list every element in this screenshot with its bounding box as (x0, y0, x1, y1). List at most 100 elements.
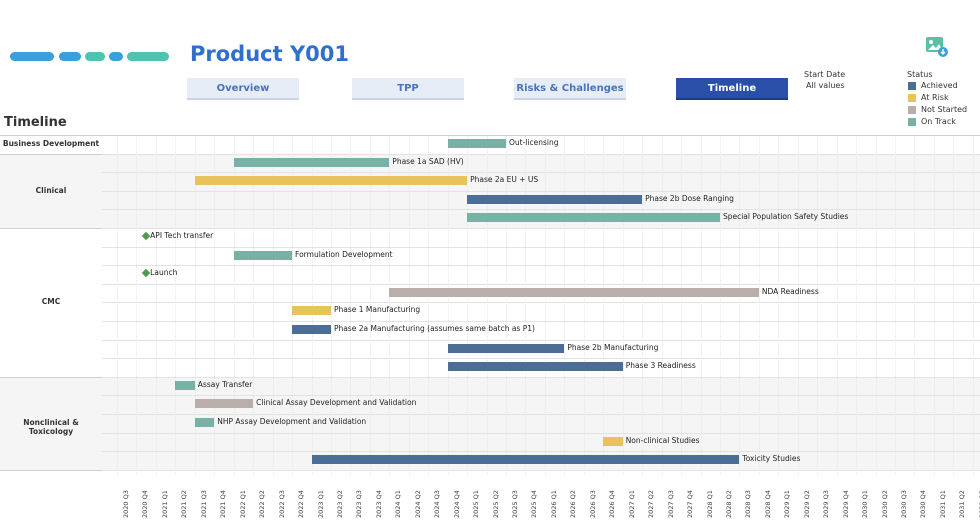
task-bar-toxicity-studies[interactable] (311, 455, 740, 465)
row-divider (102, 265, 980, 267)
x-tick-label: 2026 Q2 (569, 490, 578, 518)
task-label: Toxicity Studies (742, 454, 801, 464)
quarter-gridline (311, 135, 313, 475)
task-bar-formulation-development[interactable] (233, 250, 293, 260)
task-bar-assay-transfer[interactable] (175, 380, 195, 390)
quarter-gridline (544, 135, 546, 475)
quarter-gridline (233, 135, 235, 475)
task-bar-phase-2b-manufacturing[interactable] (447, 343, 565, 353)
start-date-label: Start Date (804, 70, 846, 79)
task-bar-phase-2b-dose-ranging[interactable] (467, 194, 643, 204)
row-divider (102, 321, 980, 322)
tab-risks-challenges[interactable]: Risks & Challenges (514, 78, 626, 100)
x-tick-label: 2022 Q1 (238, 490, 247, 518)
x-tick-label: 2026 Q3 (588, 490, 597, 518)
task-label: Phase 2a EU + US (470, 175, 539, 185)
quarter-gridline (155, 135, 157, 475)
row-divider (102, 228, 980, 229)
quarter-gridline (253, 135, 255, 475)
page-title: Product Y001 (190, 42, 349, 66)
task-label: NHP Assay Development and Validation (217, 417, 367, 426)
task-bar-nhp-assay-development-and-validation[interactable] (194, 418, 215, 427)
task-label: Out-licensing (509, 138, 559, 147)
task-bar-phase-3-readiness[interactable] (447, 362, 623, 372)
task-label: Special Population Safety Studies (722, 212, 849, 222)
row-divider (102, 153, 980, 155)
logo-segment (10, 52, 54, 61)
x-tick-label: 2027 Q2 (647, 490, 656, 518)
legend-item-achieved: Achieved (908, 81, 958, 90)
start-date-value[interactable]: All values (806, 81, 845, 90)
quarter-gridline (564, 135, 566, 475)
category-band (0, 376, 980, 470)
legend-title: Status (907, 70, 933, 79)
task-label: Phase 2a Manufacturing (assumes same bat… (333, 324, 535, 333)
quarter-gridline (953, 135, 955, 475)
quarter-gridline (214, 135, 216, 475)
task-bar-phase-2a-manufacturing-assumes-same-batch-as-p1[interactable] (292, 325, 331, 334)
row-divider (102, 432, 980, 434)
category-label-business-development: Business Development (2, 139, 100, 149)
quarter-gridline (681, 135, 683, 475)
quarter-gridline (136, 135, 138, 475)
quarter-gridline (642, 135, 644, 475)
quarter-gridline (622, 135, 624, 475)
legend-label: Not Started (921, 105, 968, 114)
task-bar-out-licensing[interactable] (447, 139, 506, 148)
quarter-gridline (914, 135, 916, 475)
row-divider (102, 302, 980, 304)
task-label: Assay Transfer (197, 379, 253, 389)
task-bar-non-clinical-studies[interactable] (603, 436, 623, 446)
x-tick-label: 2021 Q4 (219, 490, 228, 518)
x-tick-label: 2031 Q1 (938, 490, 947, 518)
tab-overview[interactable]: Overview (187, 78, 299, 100)
task-bar-phase-2a-eu-us[interactable] (194, 176, 468, 186)
x-tick-label: 2021 Q1 (160, 490, 169, 518)
milestone-marker[interactable] (141, 231, 151, 241)
logo-segment (85, 52, 105, 61)
quarter-gridline (719, 135, 721, 475)
legend-item-at-risk: At Risk (908, 93, 949, 102)
x-tick-label: 2027 Q1 (627, 490, 636, 518)
x-tick-label: 2022 Q4 (297, 490, 306, 518)
quarter-gridline (175, 135, 177, 475)
x-tick-label: 2024 Q1 (394, 490, 403, 518)
task-bar-phase-1a-sad-hv[interactable] (233, 157, 390, 167)
legend-label: Achieved (921, 81, 958, 90)
x-tick-label: 2022 Q2 (258, 490, 267, 518)
quarter-gridline (428, 135, 430, 475)
task-label: Formulation Development (295, 249, 393, 259)
image-download-icon[interactable] (925, 36, 949, 58)
x-tick-label: 2026 Q4 (608, 490, 617, 518)
task-bar-nda-readiness[interactable] (389, 287, 759, 297)
quarter-gridline (817, 135, 819, 475)
legend-swatch (908, 105, 916, 114)
quarter-gridline (447, 135, 449, 475)
row-divider (102, 376, 980, 378)
tab-tpp[interactable]: TPP (352, 78, 464, 100)
x-tick-label: 2026 Q1 (549, 490, 558, 518)
x-tick-label: 2023 Q1 (316, 490, 325, 518)
legend-item-on-track: On Track (908, 117, 956, 126)
quarter-gridline (661, 135, 663, 475)
quarter-gridline (408, 135, 410, 475)
x-tick-label: 2025 Q3 (511, 490, 519, 518)
row-divider (102, 414, 980, 415)
task-bar-phase-1-manufacturing[interactable] (292, 306, 331, 316)
x-tick-label: 2029 Q4 (841, 490, 850, 518)
quarter-gridline (194, 135, 196, 475)
quarter-gridline (895, 135, 896, 475)
task-bar-clinical-assay-development-and-validation[interactable] (194, 399, 254, 409)
task-label: Phase 2b Dose Ranging (645, 193, 734, 203)
legend-swatch (908, 117, 916, 126)
task-bar-special-population-safety-studies[interactable] (467, 213, 720, 223)
x-tick-label: 2029 Q1 (783, 490, 792, 518)
legend-swatch (908, 93, 916, 102)
quarter-gridline (369, 135, 371, 475)
row-divider (102, 209, 980, 211)
tab-timeline[interactable]: Timeline (676, 78, 788, 100)
quarter-gridline (875, 135, 877, 475)
quarter-gridline (292, 135, 294, 475)
x-tick-label: 2027 Q4 (686, 490, 695, 518)
milestone-marker[interactable] (141, 268, 151, 278)
